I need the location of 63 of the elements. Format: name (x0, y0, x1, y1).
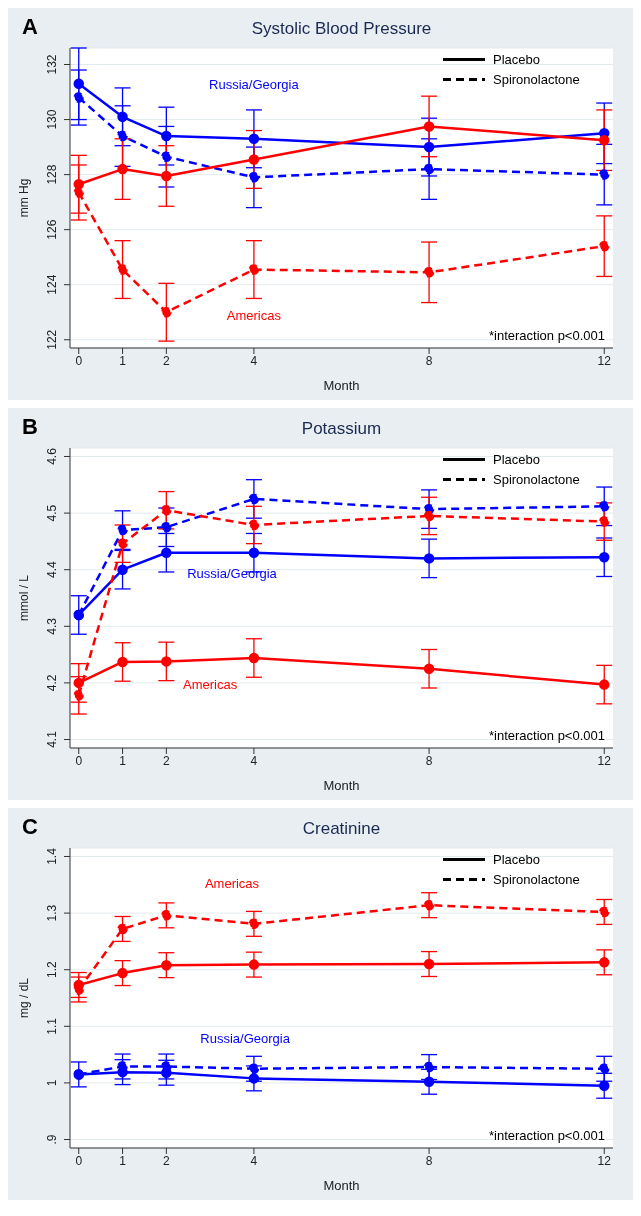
y-tick-label: 4.5 (45, 504, 59, 522)
x-tick-label: 12 (597, 353, 612, 368)
annotation: Spironolactone (493, 872, 580, 887)
y-tick-label: .9 (45, 1134, 59, 1145)
annotation: Russia/Georgia (187, 566, 278, 582)
x-tick-label: 12 (597, 1153, 612, 1168)
annotation: Spironolactone (493, 72, 580, 87)
x-tick-label: 12 (597, 753, 612, 768)
y-tick-label: 122 (45, 329, 59, 350)
y-tick-label: 124 (45, 274, 59, 295)
x-tick-label: 1 (119, 753, 127, 768)
annotation: Americas (183, 676, 238, 692)
annotation: *interaction p<0.001 (488, 328, 605, 343)
annotation: *interaction p<0.001 (488, 728, 605, 743)
text: B (22, 414, 38, 439)
x-tick-label: 4 (250, 1153, 258, 1168)
y-tick-label: 1.3 (45, 904, 59, 922)
y-tick-label: 4.6 (45, 447, 59, 465)
x-tick-label: 4 (250, 353, 258, 368)
y-tick-label: 4.3 (45, 617, 59, 635)
y-tick-label: 4.1 (45, 730, 59, 748)
x-tick-label: 2 (162, 1153, 170, 1168)
x-tick-label: 2 (162, 753, 170, 768)
x-tick-label: 4 (250, 753, 258, 768)
y-tick-label: 1 (45, 1079, 59, 1087)
y-tick-label: 1.2 (45, 961, 59, 979)
y-axis-title: mg / dL (17, 977, 32, 1019)
chart-title: Systolic Blood Pressure (251, 19, 432, 38)
y-axis-title: mmol / L (17, 574, 32, 622)
x-axis-title: Month (323, 378, 360, 393)
annotation: *interaction p<0.001 (488, 1128, 605, 1143)
y-axis-title: mm Hg (17, 178, 32, 218)
annotation: Placebo (493, 852, 540, 867)
chart-title: Creatinine (302, 819, 381, 838)
annotation: Russia/Georgia (209, 77, 300, 93)
text: C (22, 814, 38, 839)
y-tick-label: 128 (45, 164, 59, 185)
annotation: Spironolactone (493, 472, 580, 487)
x-tick-label: 0 (75, 353, 83, 368)
y-tick-label: 132 (45, 54, 59, 75)
x-tick-label: 2 (162, 353, 170, 368)
x-tick-label: 0 (75, 1153, 83, 1168)
x-axis-title: Month (323, 778, 360, 793)
annotation: Americas (226, 308, 282, 324)
y-tick-label: 126 (45, 219, 59, 240)
x-tick-label: 0 (75, 753, 83, 768)
x-tick-label: 8 (425, 1153, 433, 1168)
annotation: Russia/Georgia (200, 1031, 291, 1047)
x-tick-label: 1 (119, 353, 127, 368)
y-tick-label: 1.1 (45, 1017, 59, 1035)
x-tick-label: 8 (425, 753, 433, 768)
x-tick-label: 1 (119, 1153, 127, 1168)
y-tick-label: 130 (45, 109, 59, 130)
x-axis-title: Month (323, 1178, 360, 1193)
annotation: Placebo (493, 452, 540, 467)
chart-title: Potassium (301, 419, 382, 438)
y-tick-label: 4.2 (45, 674, 59, 692)
y-tick-label: 4.4 (45, 561, 59, 579)
text: A (22, 14, 38, 39)
y-tick-label: 1.4 (45, 847, 59, 865)
annotation: Placebo (493, 52, 540, 67)
annotation: Americas (204, 875, 260, 891)
x-tick-label: 8 (425, 353, 433, 368)
